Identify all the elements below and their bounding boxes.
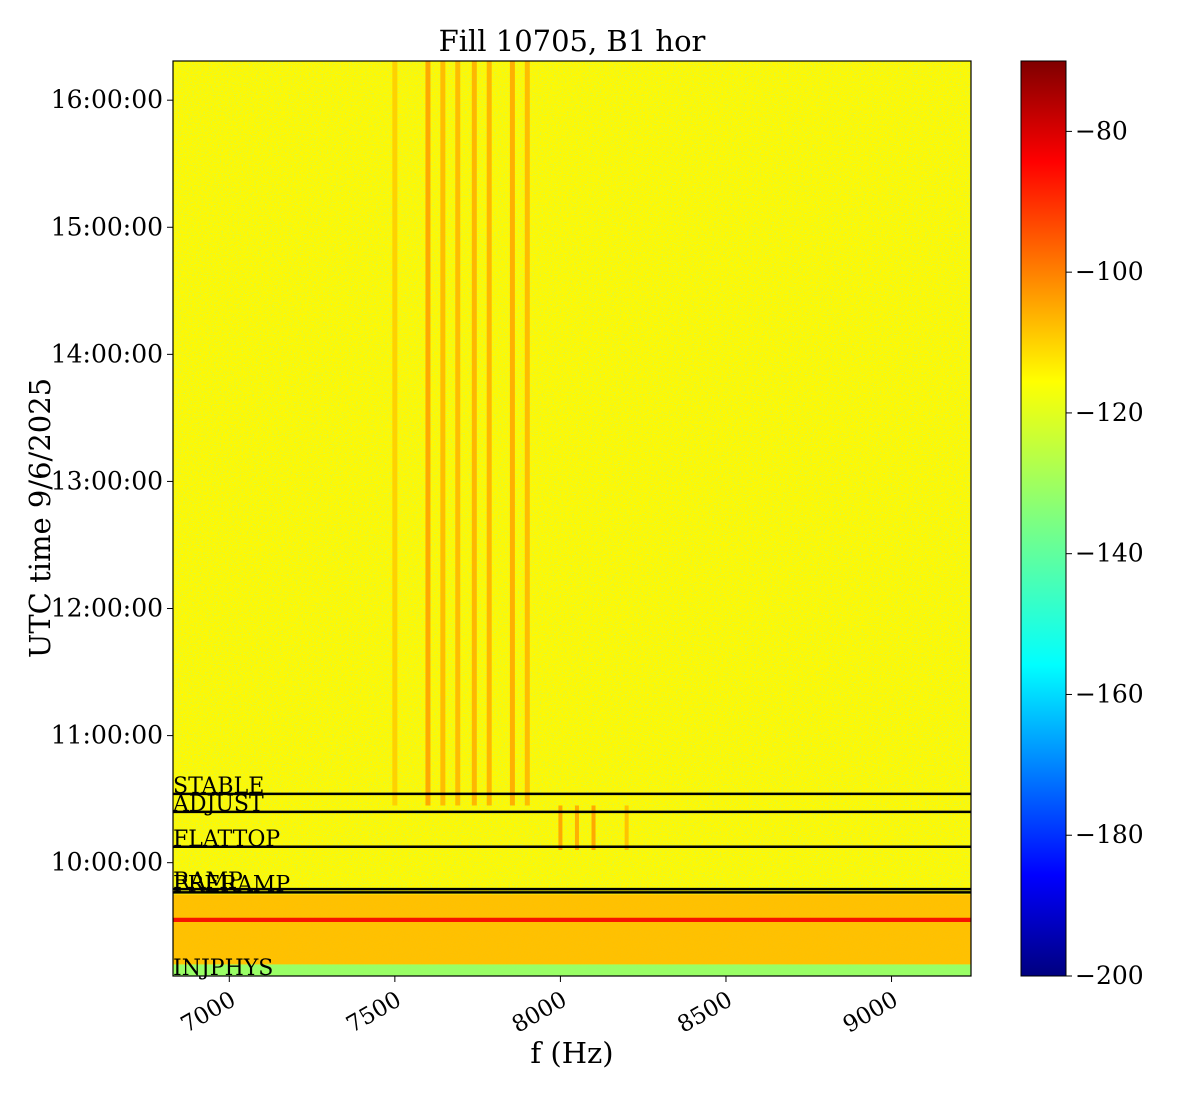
colorbar-tick-label: −180 bbox=[1075, 820, 1144, 849]
spectral-line bbox=[392, 61, 398, 806]
y-tick-label: 13:00:00 bbox=[51, 466, 163, 495]
x-axis: 7000 7500 8000 8500 9000 bbox=[177, 976, 903, 1038]
chart-title: Fill 10705, B1 hor bbox=[439, 24, 706, 58]
heatmap-band bbox=[173, 964, 971, 976]
heatmap-noise-texture-warm bbox=[173, 61, 971, 976]
x-tick-label: 8500 bbox=[673, 987, 737, 1039]
colorbar: −80 −100 −120 −140 −160 −180 −200 bbox=[1020, 60, 1144, 990]
phase-label: RAMP bbox=[173, 869, 243, 894]
y-tick-label: 10:00:00 bbox=[51, 848, 163, 877]
y-axis: 10:00:00 11:00:00 12:00:00 13:00:00 14:00:00… bbox=[51, 85, 173, 877]
spectral-line bbox=[486, 61, 492, 806]
spectral-line bbox=[440, 61, 446, 806]
colorbar-tick-label: −200 bbox=[1075, 961, 1144, 990]
y-tick-label: 14:00:00 bbox=[51, 339, 163, 368]
colorbar-tick-label: −140 bbox=[1075, 539, 1144, 568]
y-tick-label: 12:00:00 bbox=[51, 594, 163, 623]
x-axis-label: f (Hz) bbox=[530, 1036, 613, 1070]
flattop-spectral-line bbox=[558, 805, 563, 850]
colorbar-ticks: −80 −100 −120 −140 −160 −180 −200 bbox=[1066, 116, 1144, 990]
heatmap-features bbox=[173, 61, 971, 976]
phase-label: FLATTOP bbox=[173, 827, 280, 852]
phase-label: ADJUST bbox=[172, 792, 264, 817]
colorbar-tick-label: −160 bbox=[1075, 679, 1144, 708]
flattop-spectral-line bbox=[574, 805, 579, 850]
x-tick-label: 8000 bbox=[508, 987, 572, 1039]
heatmap-band bbox=[173, 917, 971, 922]
flattop-spectral-line bbox=[591, 805, 596, 850]
y-tick-label: 11:00:00 bbox=[51, 721, 163, 750]
colorbar-tick-label: −120 bbox=[1075, 398, 1144, 427]
plot-frame bbox=[172, 60, 972, 977]
spectral-line bbox=[455, 61, 461, 806]
phase-label: STABLE bbox=[173, 774, 264, 799]
x-tick-label: 7000 bbox=[177, 987, 241, 1039]
phase-label: INJPHYS bbox=[173, 956, 273, 981]
spectral-line bbox=[471, 61, 477, 806]
x-tick-label: 9000 bbox=[839, 987, 903, 1039]
y-axis-label: UTC time 9/6/2025 bbox=[23, 378, 57, 658]
heatmap-band bbox=[173, 894, 971, 965]
phase-label: PRERAMP bbox=[173, 872, 290, 897]
flattop-spectral-line bbox=[624, 805, 629, 850]
colorbar-tick-label: −100 bbox=[1075, 257, 1144, 286]
spectral-line bbox=[425, 61, 431, 806]
x-tick-label: 7500 bbox=[342, 987, 406, 1039]
spectral-line bbox=[524, 61, 530, 806]
spectral-line bbox=[509, 61, 515, 806]
colorbar-gradient bbox=[1020, 60, 1067, 977]
y-tick-label: 15:00:00 bbox=[51, 212, 163, 241]
y-tick-label: 16:00:00 bbox=[51, 85, 163, 114]
colorbar-tick-label: −80 bbox=[1075, 116, 1128, 145]
